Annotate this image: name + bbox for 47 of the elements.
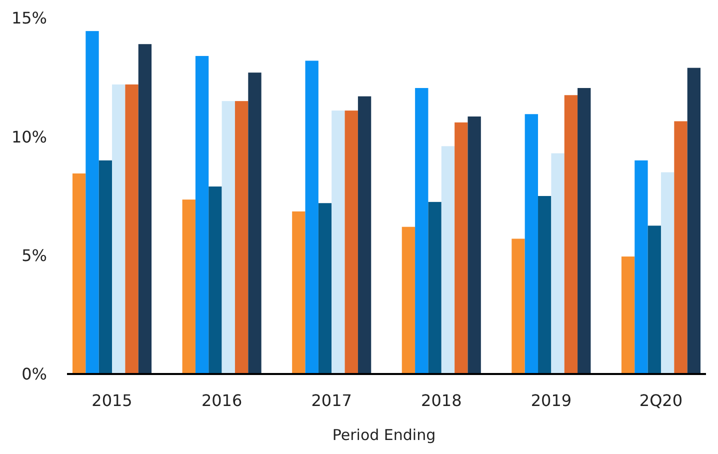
y-tick-label: 0%	[22, 364, 47, 384]
bar	[621, 256, 635, 374]
bar	[687, 68, 701, 374]
bar	[72, 173, 86, 374]
bar	[441, 146, 455, 374]
bar	[578, 88, 591, 374]
y-tick-label: 15%	[11, 8, 47, 28]
bar	[195, 56, 209, 374]
bar	[208, 186, 222, 374]
bar	[512, 238, 525, 374]
bar	[648, 226, 661, 374]
x-axis-title: Period Ending	[332, 426, 436, 444]
x-tick-label: 2015	[92, 391, 132, 410]
bar	[222, 101, 235, 374]
x-tick-label: 2Q20	[639, 391, 683, 410]
bar	[468, 116, 481, 374]
x-tick-label: 2019	[530, 391, 572, 410]
bar	[564, 95, 578, 374]
bar	[138, 44, 152, 374]
bar	[674, 121, 688, 374]
y-tick-label: 5%	[22, 246, 47, 265]
bar	[538, 196, 552, 374]
bar	[112, 84, 126, 374]
bar	[358, 96, 372, 374]
bar	[402, 226, 416, 374]
bar	[234, 101, 248, 374]
bar	[332, 110, 345, 374]
bar	[428, 202, 442, 374]
bar	[551, 153, 564, 374]
bar	[344, 110, 358, 374]
bar	[524, 114, 538, 374]
bar	[305, 60, 318, 374]
x-tick-label: 2016	[201, 391, 242, 410]
bar	[634, 160, 648, 374]
bar	[125, 84, 138, 374]
bar	[86, 31, 99, 374]
bar	[660, 172, 674, 374]
bar	[248, 72, 262, 374]
bar	[98, 160, 112, 374]
bar	[292, 211, 306, 374]
x-tick-label: 2017	[311, 391, 352, 410]
bar	[318, 203, 332, 374]
x-tick-label: 2018	[421, 391, 462, 410]
bar	[415, 88, 428, 374]
bar	[182, 200, 196, 374]
y-tick-label: 10%	[11, 127, 47, 146]
bar	[454, 122, 468, 374]
